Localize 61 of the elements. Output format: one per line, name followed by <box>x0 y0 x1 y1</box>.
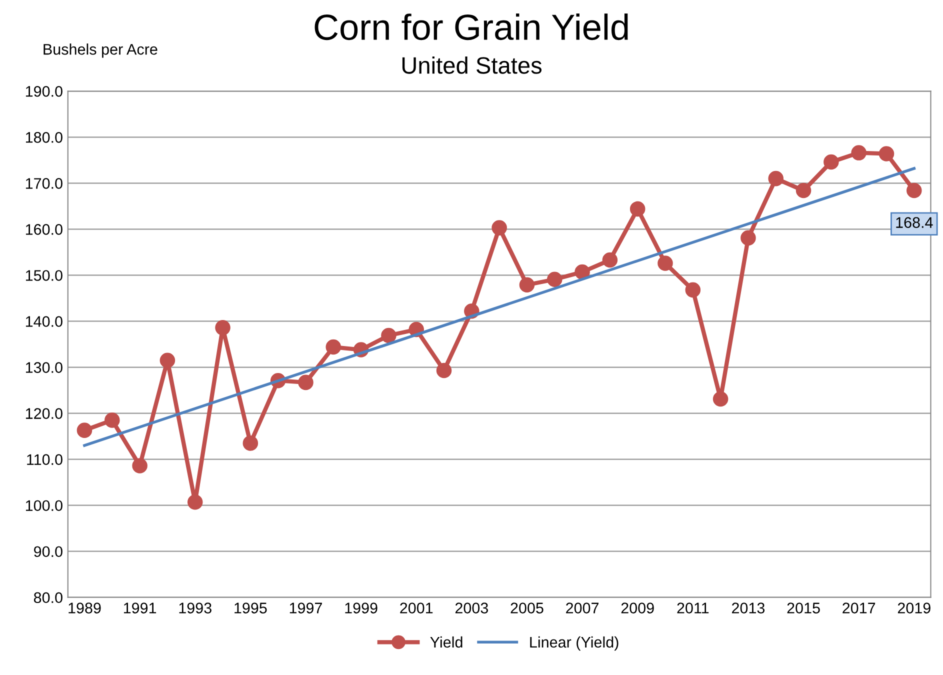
point <box>298 374 314 390</box>
y-tick-label: 190.0 <box>26 86 62 97</box>
point <box>436 362 452 378</box>
point <box>76 422 92 438</box>
point <box>326 339 342 355</box>
x-tick-label: 2015 <box>787 602 820 614</box>
x-tick-label: 1989 <box>68 602 101 614</box>
x-tick-label: 1997 <box>290 602 322 614</box>
point <box>768 170 784 186</box>
point <box>796 182 812 198</box>
x-tick-label: 2009 <box>621 602 654 614</box>
y-tick-label: 80.0 <box>34 592 62 604</box>
point <box>187 494 203 510</box>
x-tick-label: 1991 <box>124 602 156 614</box>
point <box>574 264 590 280</box>
point <box>906 182 922 198</box>
point <box>104 412 120 428</box>
point <box>132 458 148 474</box>
x-tick-label: 2003 <box>455 602 488 614</box>
point <box>242 436 258 451</box>
x-tick-label: 1995 <box>234 602 267 614</box>
point <box>740 230 756 246</box>
y-tick-label: 120.0 <box>26 408 62 419</box>
y-tick-label: 130.0 <box>26 362 62 373</box>
y-tick-label: 100.0 <box>26 500 62 512</box>
chart-subtitle: United States <box>402 56 542 74</box>
point <box>824 154 839 170</box>
y-tick-label: 170.0 <box>26 178 62 189</box>
point <box>160 352 176 368</box>
point <box>519 277 535 293</box>
y-axis-title: Bushels per Acre <box>44 44 158 58</box>
point <box>492 220 507 236</box>
y-tick-label: 180.0 <box>26 132 62 143</box>
legend-label: Yield <box>430 636 462 648</box>
point <box>685 282 701 298</box>
point <box>878 146 894 162</box>
point <box>712 391 728 407</box>
y-tick-label: 110.0 <box>27 454 62 465</box>
point <box>658 256 673 271</box>
y-tick-label: 160.0 <box>26 224 62 235</box>
x-tick-label: 2007 <box>566 602 599 614</box>
y-tick-label: 150.0 <box>26 270 62 281</box>
point <box>381 328 396 344</box>
point <box>851 145 866 160</box>
x-tick-label: 2001 <box>400 602 433 614</box>
x-tick-label: 2011 <box>677 602 709 614</box>
point <box>546 272 562 287</box>
chart-title: Corn for Grain Yield <box>314 14 628 40</box>
point <box>602 252 618 268</box>
x-tick-label: 1999 <box>345 602 378 614</box>
point <box>215 320 230 336</box>
point <box>630 201 646 217</box>
data-label: 168.4 <box>896 217 933 228</box>
x-tick-label: 2019 <box>898 602 930 614</box>
y-tick-label: 90.0 <box>34 546 62 558</box>
x-tick-label: 2017 <box>842 602 876 614</box>
x-tick-label: 2005 <box>510 602 544 614</box>
x-tick-label: 2013 <box>732 602 765 614</box>
y-tick-label: 140.0 <box>26 316 62 327</box>
legend-label: Linear (Yield) <box>530 636 618 651</box>
x-tick-label: 1993 <box>179 602 212 614</box>
